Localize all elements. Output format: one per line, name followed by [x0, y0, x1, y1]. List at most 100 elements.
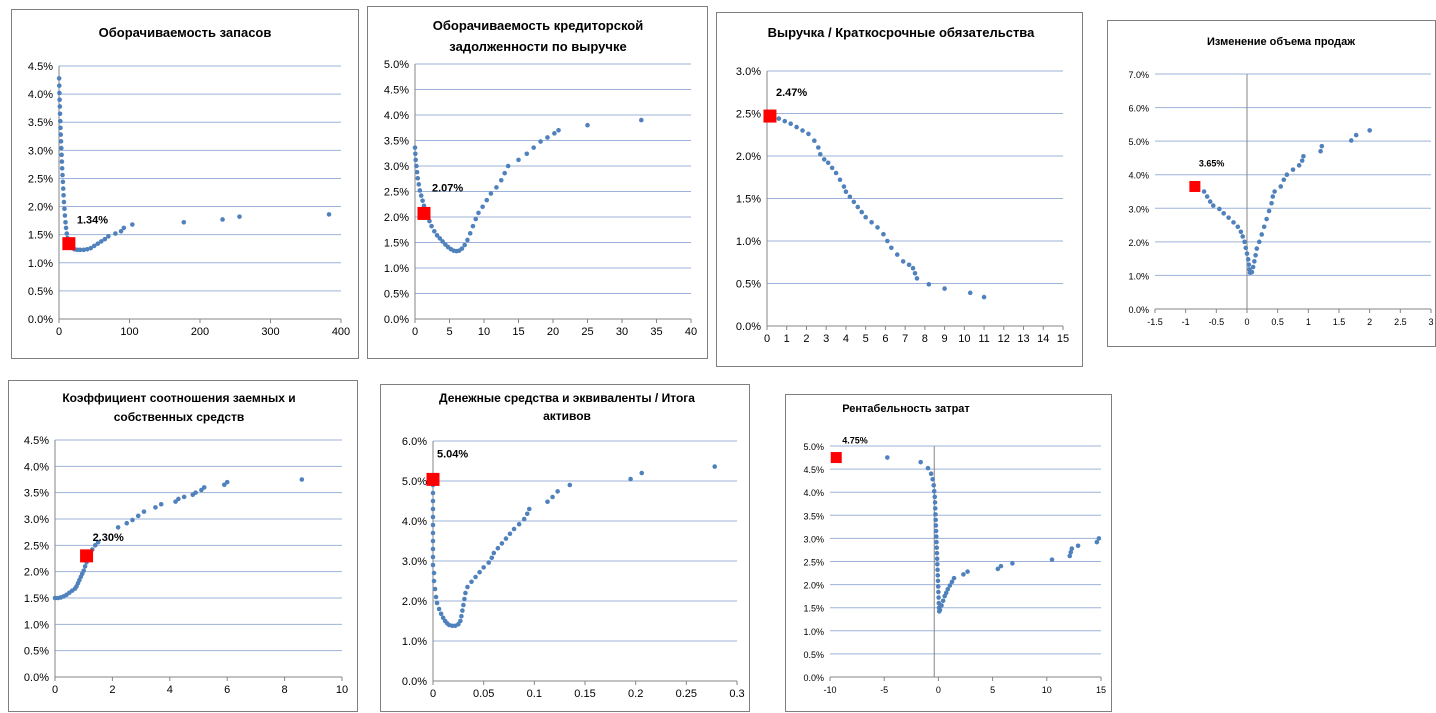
- data-point: [121, 225, 127, 231]
- data-point: [947, 583, 953, 588]
- data-point: [299, 477, 305, 482]
- data-point: [481, 565, 486, 570]
- data-point: [59, 159, 65, 164]
- data-point: [817, 152, 823, 157]
- chart-panel-cost-profitability: Рентабельность затрат 0.0% 0.5% 1.0% 1.5% 2.0…: [785, 394, 1112, 712]
- data-point: [885, 455, 890, 460]
- y-tick-label: 1.5%: [803, 604, 824, 614]
- y-tick-label: 2.5%: [384, 187, 409, 199]
- data-point: [414, 169, 420, 175]
- x-tick-label: 5: [990, 685, 995, 695]
- data-point: [906, 262, 912, 268]
- data-point: [461, 602, 466, 608]
- data-point: [130, 517, 135, 523]
- y-tick-label: 3.0%: [803, 534, 824, 544]
- data-point: [1217, 206, 1222, 212]
- data-point: [91, 243, 97, 249]
- data-point: [459, 613, 464, 619]
- data-point: [431, 578, 437, 584]
- y-tick-label: 2.0%: [24, 567, 49, 579]
- x-tick-label: 8: [282, 684, 288, 696]
- data-point: [932, 500, 938, 505]
- x-tick-label: 0: [412, 326, 418, 338]
- data-point: [821, 157, 827, 162]
- y-tick-label: 1.0%: [736, 236, 761, 248]
- chart-panel-debt-equity-ratio: Коэффициент соотношения заемных и собстве…: [8, 380, 358, 712]
- highlight-marker: [763, 109, 777, 123]
- x-tick-label: 6: [882, 333, 888, 345]
- data-point: [712, 464, 718, 469]
- data-point: [57, 111, 63, 117]
- data-point: [462, 242, 467, 248]
- x-tick-label: 0: [430, 688, 436, 700]
- data-point: [516, 157, 521, 163]
- data-point: [965, 569, 970, 574]
- data-point: [863, 214, 868, 220]
- highlight-marker: [830, 452, 842, 464]
- data-point: [526, 506, 532, 512]
- data-point: [56, 83, 62, 88]
- data-point: [1010, 561, 1015, 566]
- data-point: [1243, 245, 1249, 251]
- chart-panel-sales-change: Изменение объема продаж 0.0% 1.0% 2.0% 3.0% 4…: [1107, 20, 1436, 347]
- data-point: [95, 241, 101, 246]
- x-tick-label: 15: [1096, 685, 1106, 695]
- x-tick-label: 0.05: [473, 688, 494, 700]
- data-point: [505, 163, 511, 169]
- x-tick-label: -1: [1182, 317, 1190, 327]
- data-point: [416, 182, 422, 187]
- data-point: [900, 259, 906, 264]
- data-point: [894, 252, 900, 257]
- data-point: [961, 572, 966, 577]
- data-point: [499, 541, 505, 546]
- data-point: [484, 197, 490, 203]
- data-point: [869, 220, 874, 225]
- data-point: [77, 247, 83, 253]
- chart-panel-inventory-turnover: Оборачиваемость запасов 0.0% 0.5% 1.0% 1.5% 2…: [11, 9, 359, 359]
- chart-title: Выручка / Краткосрочные обязательства: [768, 25, 1035, 40]
- highlight-marker: [417, 206, 431, 220]
- data-point: [538, 139, 543, 144]
- y-tick-label: 4.0%: [402, 516, 427, 528]
- x-tick-label: 0.25: [676, 688, 697, 700]
- data-point: [60, 186, 66, 191]
- data-point: [1250, 264, 1256, 270]
- data-point: [833, 170, 839, 176]
- data-point: [430, 514, 436, 520]
- data-point: [934, 545, 940, 550]
- y-tick-label: 0.5%: [24, 646, 49, 658]
- data-point: [930, 476, 935, 482]
- data-point: [430, 538, 436, 544]
- data-point: [201, 485, 207, 490]
- data-point: [1068, 549, 1074, 555]
- data-point: [550, 494, 555, 500]
- y-tick-label: 2.0%: [736, 151, 761, 163]
- data-point: [88, 245, 94, 251]
- y-tick-label: 1.0%: [24, 619, 49, 631]
- x-tick-label: 10: [336, 684, 348, 696]
- data-point: [939, 603, 944, 608]
- y-tick-label: 3.0%: [402, 556, 427, 568]
- x-tick-label: 3: [823, 333, 829, 345]
- x-tick-label: 20: [547, 326, 559, 338]
- data-point: [437, 236, 443, 241]
- data-point: [1301, 153, 1306, 159]
- data-point: [1353, 132, 1359, 138]
- data-point: [507, 531, 513, 537]
- x-tick-label: 100: [120, 326, 138, 338]
- data-point: [141, 509, 147, 514]
- data-point: [1256, 239, 1262, 245]
- data-point: [460, 608, 465, 613]
- chart-title: Изменение объема продаж: [1207, 36, 1355, 48]
- data-point: [933, 512, 938, 517]
- data-point: [847, 194, 853, 200]
- data-point: [1348, 138, 1354, 143]
- data-point: [463, 590, 468, 596]
- data-point: [430, 530, 436, 536]
- marker-value-label: 2.30%: [93, 532, 124, 544]
- data-point: [935, 584, 941, 589]
- x-tick-label: 7: [902, 333, 908, 345]
- data-point: [943, 590, 949, 596]
- highlight-marker: [426, 472, 440, 486]
- data-point: [430, 490, 436, 496]
